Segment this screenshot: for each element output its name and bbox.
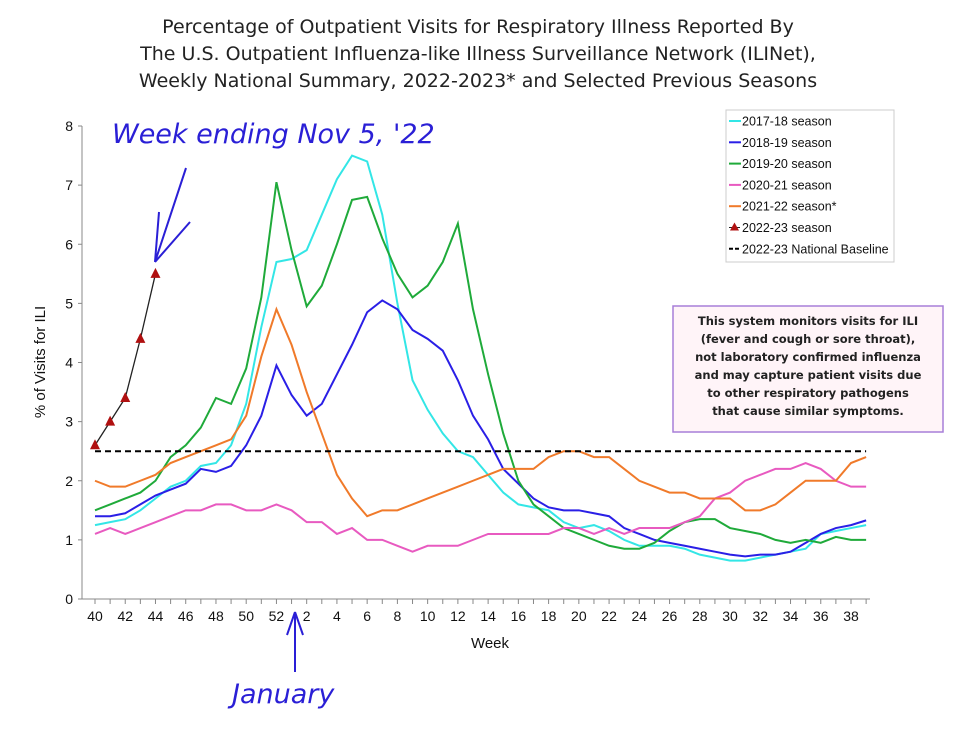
y-tick-label: 3 (65, 414, 73, 430)
note-border (672, 305, 944, 433)
x-tick-label: 8 (394, 608, 402, 624)
data-point-triangle (90, 439, 100, 450)
x-tick-label: 52 (269, 608, 285, 624)
note-line: to other respiratory pathogens (707, 386, 909, 400)
note-line: that cause similar symptoms. (712, 404, 904, 418)
note-line: and may capture patient visits due (695, 368, 922, 382)
handwritten-annotations: Week ending Nov 5, '22 January (112, 119, 435, 710)
note-box: This system monitors visits for ILI (feve… (672, 305, 944, 433)
chart-title: Percentage of Outpatient Visits for Resp… (139, 16, 817, 92)
x-tick-label: 38 (843, 608, 859, 624)
x-tick-label: 40 (87, 608, 103, 624)
y-tick-label: 7 (65, 177, 73, 193)
title-line-2: The U.S. Outpatient Influenza-like Illne… (139, 43, 816, 65)
x-tick-label: 16 (511, 608, 527, 624)
arrow-to-latest-week-icon (154, 167, 191, 263)
series-2021-22-season- (94, 306, 867, 518)
x-tick-label: 32 (752, 608, 768, 624)
y-tick-label: 5 (65, 295, 73, 311)
arrow-to-january-icon (286, 611, 304, 672)
legend-label: 2019-20 season (742, 157, 832, 171)
x-tick-label: 50 (238, 608, 254, 624)
legend-label: 2018-19 season (742, 136, 832, 150)
x-tick-label: 2 (303, 608, 311, 624)
note-line: This system monitors visits for ILI (698, 314, 918, 328)
title-line-3: Weekly National Summary, 2022-2023* and … (139, 70, 817, 92)
legend-label: 2021-22 season* (742, 200, 837, 214)
x-tick-label: 12 (450, 608, 466, 624)
series-2022-23-season (94, 273, 157, 446)
note-line: not laboratory confirmed influenza (695, 350, 921, 364)
data-point-triangle (105, 415, 116, 426)
legend-label: 2022-23 National Baseline (742, 242, 889, 256)
x-tick-label: 30 (722, 608, 738, 624)
note-line: (fever and cough or sore throat), (701, 332, 915, 346)
title-line-1: Percentage of Outpatient Visits for Resp… (162, 16, 794, 38)
data-point-triangle (135, 332, 146, 343)
x-tick-label: 28 (692, 608, 708, 624)
legend-label: 2020-21 season (742, 178, 832, 192)
x-tick-label: 44 (148, 608, 164, 624)
series-2017-18-season (94, 154, 867, 562)
x-tick-label: 10 (420, 608, 436, 624)
series-lines (90, 154, 867, 562)
series-2018-19-season (95, 299, 867, 558)
x-axis-label: Week (471, 635, 510, 652)
legend-label: 2022-23 season (742, 221, 832, 235)
legend: 2017-18 season 2018-19 season 2019-20 seas… (725, 109, 895, 263)
series-2019-20-season (94, 181, 867, 550)
y-tick-label: 1 (65, 532, 73, 548)
y-tick-label: 4 (65, 355, 73, 371)
x-tick-label: 24 (632, 608, 648, 624)
x-tick-label: 46 (178, 608, 194, 624)
y-tick-label: 8 (65, 118, 73, 134)
x-tick-label: 36 (813, 608, 829, 624)
y-axis-label: % of Visits for ILI (32, 306, 49, 418)
x-tick-label: 42 (117, 608, 133, 624)
x-tick-label: 20 (571, 608, 587, 624)
y-tick-label: 6 (65, 236, 73, 252)
week-ending-annotation: Week ending Nov 5, '22 (112, 119, 435, 150)
x-tick-label: 6 (363, 608, 371, 624)
x-tick-label: 26 (662, 608, 678, 624)
legend-triangle-icon (730, 222, 739, 231)
january-annotation: January (227, 679, 335, 710)
legend-label: 2017-18 season (742, 115, 832, 129)
x-tick-label: 18 (541, 608, 557, 624)
data-point-triangle (120, 391, 131, 402)
y-tick-label: 2 (65, 473, 73, 489)
legend-box (725, 109, 895, 263)
x-tick-label: 48 (208, 608, 224, 624)
x-tick-label: 22 (601, 608, 617, 624)
x-tick-label: 14 (480, 608, 496, 624)
series-2020-21-season (94, 461, 867, 553)
x-tick-label: 4 (333, 608, 341, 624)
data-point-triangle (150, 267, 161, 278)
x-tick-label: 34 (783, 608, 799, 624)
y-tick-label: 0 (65, 591, 73, 607)
